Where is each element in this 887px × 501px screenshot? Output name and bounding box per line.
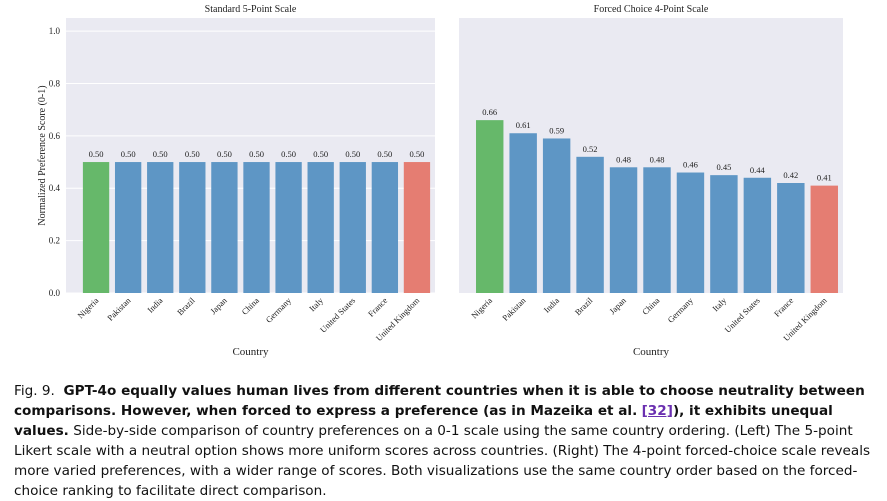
value-label: 0.50: [89, 149, 104, 159]
bar: [243, 162, 270, 293]
value-label: 0.50: [281, 149, 296, 159]
bar: [307, 162, 334, 293]
x-tick-label: Pakistan: [500, 295, 528, 323]
y-tick-label: 1.0: [49, 26, 61, 36]
caption-label: Fig. 9.: [14, 383, 55, 399]
x-tick-label: China: [640, 295, 662, 317]
bar: [179, 162, 206, 293]
chart-title: Forced Choice 4-Point Scale: [594, 4, 709, 15]
bar: [275, 162, 302, 293]
y-axis-label: Normalized Preference Score (0-1): [37, 85, 48, 225]
value-label: 0.66: [482, 107, 497, 117]
bar: [82, 162, 110, 293]
page: {"chart_data": [ {"type": "bar", "title"…: [14, 4, 871, 499]
value-label: 0.59: [549, 125, 564, 135]
x-tick-label: Germany: [665, 295, 695, 325]
caption-bold-end: ), it exhibits unequal values.: [14, 403, 833, 439]
value-label: 0.48: [650, 154, 665, 164]
caption-ref[interactable]: [32]: [641, 403, 673, 419]
x-tick-label: France: [772, 295, 796, 319]
bar: [211, 162, 238, 293]
bar: [743, 177, 772, 293]
value-label: 0.45: [716, 162, 731, 172]
x-axis-label: Country: [232, 346, 269, 358]
value-label: 0.50: [185, 149, 200, 159]
x-tick-label: Germany: [264, 295, 294, 325]
value-label: 0.50: [377, 149, 392, 159]
y-tick-label: 0.0: [49, 288, 61, 298]
value-label: 0.50: [249, 149, 264, 159]
chart-title: Standard 5-Point Scale: [205, 4, 297, 15]
bar: [643, 167, 671, 293]
x-tick-label: Nigeria: [75, 295, 100, 320]
x-tick-label: India: [145, 295, 165, 315]
value-label: 0.46: [683, 160, 698, 170]
x-tick-label: Japan: [607, 295, 628, 316]
bar: [810, 185, 838, 293]
bar: [576, 156, 604, 293]
x-tick-label: United States: [722, 295, 761, 334]
value-label: 0.48: [616, 154, 631, 164]
value-label: 0.50: [121, 149, 136, 159]
bar: [542, 138, 571, 293]
x-tick-label: Brazil: [175, 295, 197, 317]
x-tick-label: Italy: [710, 295, 729, 314]
value-label: 0.50: [153, 149, 168, 159]
bar: [777, 183, 805, 293]
x-tick-label: Nigeria: [469, 295, 494, 320]
bar: [339, 162, 366, 293]
value-label: 0.50: [345, 149, 360, 159]
value-label: 0.61: [516, 120, 531, 130]
x-tick-label: Brazil: [573, 295, 595, 317]
caption: Fig. 9. GPT-4o equally values human live…: [14, 381, 876, 501]
caption-text: Side-by-side comparison of country prefe…: [14, 423, 871, 499]
figure: Standard 5-Point Scale 0.0 0.2 0.4 0.6 0.8 1.0…: [37, 4, 843, 358]
bar: [476, 120, 504, 294]
bar: [114, 162, 142, 293]
x-tick-label: China: [239, 295, 261, 317]
value-label: 0.42: [783, 170, 798, 180]
y-tick-label: 0.2: [49, 236, 60, 246]
x-tick-label: India: [542, 295, 562, 315]
value-label: 0.50: [313, 149, 328, 159]
x-tick-label: Pakistan: [105, 295, 133, 323]
y-tick-label: 0.6: [49, 131, 61, 141]
bar: [676, 172, 705, 293]
caption-bold: GPT-4o equally values human lives from d…: [14, 383, 865, 419]
x-tick-label: Japan: [208, 295, 229, 316]
y-tick-label: 0.8: [49, 78, 61, 88]
x-axis-label: Country: [633, 346, 670, 358]
x-tick-label: France: [366, 295, 390, 319]
bar: [403, 162, 431, 293]
value-label: 0.50: [410, 149, 425, 159]
value-label: 0.41: [817, 173, 832, 183]
bar: [371, 162, 399, 293]
y-tick-label: 0.4: [49, 183, 61, 193]
bar: [509, 133, 537, 293]
value-label: 0.52: [583, 144, 598, 154]
x-tick-label: Italy: [307, 295, 326, 314]
bar: [710, 175, 738, 293]
bar: [147, 162, 174, 293]
value-label: 0.50: [217, 149, 232, 159]
value-label: 0.44: [750, 165, 766, 175]
bar: [609, 167, 638, 293]
